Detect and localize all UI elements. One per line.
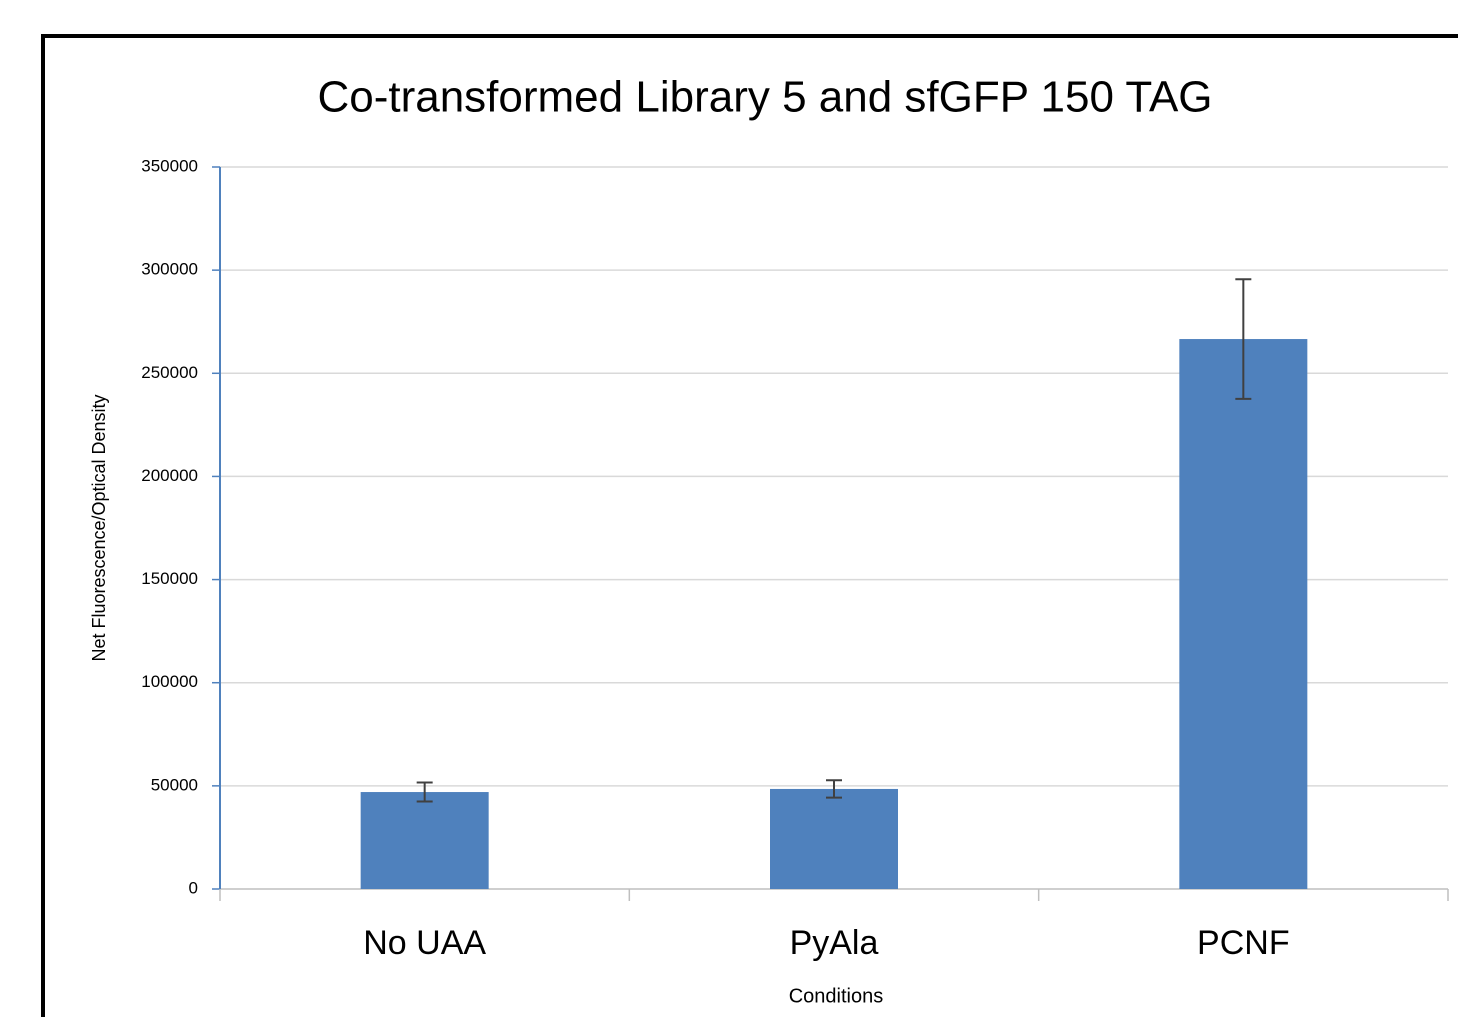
x-tick-label: PCNF	[1197, 924, 1290, 962]
y-tick-label: 200000	[141, 466, 198, 485]
x-tick-label: PyAla	[790, 924, 879, 962]
x-tick-label: No UAA	[363, 924, 486, 962]
y-tick-label: 0	[189, 878, 198, 897]
frame	[41, 34, 1458, 1017]
error-bar	[826, 779, 842, 799]
y-tick-label: 100000	[141, 672, 198, 691]
y-tick-label: 150000	[141, 569, 198, 588]
y-tick-label: 250000	[141, 363, 198, 382]
x-axis-label: Conditions	[789, 985, 884, 1007]
chart-title: Co-transformed Library 5 and sfGFP 150 T…	[317, 73, 1212, 122]
bar	[1179, 339, 1308, 889]
y-tick-label: 50000	[151, 775, 198, 794]
error-bar	[1235, 278, 1252, 400]
bar	[770, 788, 898, 889]
y-axis-label: Net Fluorescence/Optical Density	[89, 394, 109, 661]
y-tick-label: 350000	[141, 156, 198, 175]
error-bar	[416, 781, 433, 803]
bar	[360, 792, 489, 889]
y-tick-label: 300000	[141, 260, 198, 279]
